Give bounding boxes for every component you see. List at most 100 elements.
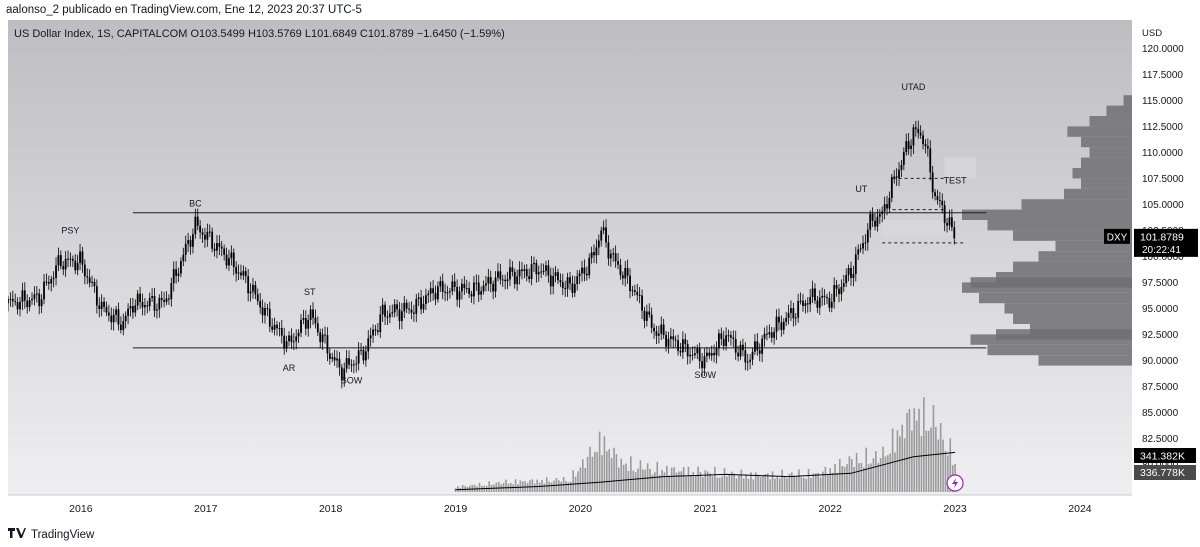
candle-body <box>912 127 915 146</box>
candle-body <box>228 258 230 266</box>
candle-body <box>316 323 319 333</box>
volume-bar <box>838 459 841 492</box>
symbol-tag <box>1104 228 1130 244</box>
footer-brand: TradingView <box>31 529 95 541</box>
volume-bar <box>565 480 567 492</box>
candle-body <box>357 350 360 364</box>
candle-body <box>852 273 855 278</box>
candle-body <box>890 177 893 198</box>
candle-body <box>821 295 824 298</box>
volume-moving-average <box>455 451 956 491</box>
volume-bar <box>841 466 843 492</box>
y-tick-label: 87.5000 <box>1142 382 1179 393</box>
volume-bar <box>783 476 786 492</box>
candle-body <box>110 315 113 323</box>
candle-body <box>312 309 314 318</box>
candle-body <box>429 288 432 294</box>
candle-body <box>497 271 499 278</box>
volume-bar <box>675 472 678 492</box>
candle-body <box>823 295 826 298</box>
candle-body <box>485 283 487 286</box>
candle-body <box>754 341 756 352</box>
volume-bar <box>822 471 824 492</box>
candle-body <box>917 128 920 133</box>
volume-bar <box>651 474 654 492</box>
x-tick-label: 2017 <box>194 503 218 515</box>
volume-bar <box>654 472 656 492</box>
volume-bar <box>711 476 714 492</box>
volume-bar <box>536 479 538 492</box>
candle-body <box>475 282 478 284</box>
candle-body <box>28 300 31 308</box>
volume-bar <box>606 451 608 492</box>
candle-body <box>139 293 141 302</box>
volume-bar <box>570 481 572 492</box>
candle-body <box>648 311 651 315</box>
volume-profile-bar <box>1081 136 1132 148</box>
candle-body <box>232 252 235 268</box>
candle-body <box>571 283 574 293</box>
candle-body <box>95 286 98 306</box>
candle-body <box>727 335 730 337</box>
volume-bar <box>947 455 949 492</box>
candle-body <box>720 333 723 339</box>
candle-body <box>141 301 144 308</box>
volume-profile-bar <box>996 329 1132 340</box>
candle-body <box>403 302 406 312</box>
candle-body <box>645 311 648 321</box>
candle-body <box>590 252 593 258</box>
candle-body <box>533 262 535 265</box>
volume-bar <box>762 476 764 492</box>
candle-body <box>871 213 874 221</box>
candle-body <box>669 336 672 339</box>
volume-profile-bar <box>996 272 1132 283</box>
volume-bar <box>661 469 663 492</box>
volume-bar <box>706 471 709 492</box>
volume-bar <box>471 484 474 492</box>
volume-profile-bar <box>1038 355 1132 366</box>
candle-body <box>718 333 720 349</box>
volume-bar <box>826 474 829 492</box>
wyckoff-label: BC <box>189 198 202 208</box>
volume-bar <box>925 430 928 492</box>
volume-bar <box>935 427 937 492</box>
price-chart[interactable]: PSY BC ST AR SOW SOW UT UTAD TEST 2016 2017 2018 20… <box>7 20 1200 525</box>
candle-body <box>422 303 425 310</box>
candle-body <box>271 326 274 330</box>
candle-body <box>124 315 127 322</box>
candle-body <box>98 305 101 310</box>
candle-body <box>842 283 845 287</box>
candle-body <box>194 216 197 235</box>
candle-body <box>76 263 79 271</box>
candle-body <box>653 327 655 332</box>
volume-bar <box>454 488 457 492</box>
volume-tag <box>1134 448 1196 463</box>
volume-bar <box>778 478 781 492</box>
volume-profile-bar <box>1004 303 1132 314</box>
chart-area[interactable]: PSY BC ST AR SOW SOW UT UTAD TEST 2016 2017 2018 20… <box>7 20 1200 525</box>
candle-body <box>172 269 175 284</box>
x-tick-label: 2018 <box>319 503 343 515</box>
volume-bar <box>668 475 671 492</box>
volume-profile-bar <box>1038 251 1132 262</box>
candle-body <box>240 272 242 276</box>
candle-body <box>360 349 362 351</box>
candle-body <box>878 214 881 217</box>
countdown-label: 20:22:41 <box>1142 245 1181 256</box>
y-tick-label: 97.5000 <box>1142 278 1179 289</box>
candle-body <box>621 275 624 279</box>
candle-body <box>506 279 509 282</box>
volume-bar <box>776 475 779 492</box>
y-tick-label: 90.0000 <box>1142 356 1179 367</box>
candle-body <box>766 333 768 335</box>
candle-body <box>612 253 615 255</box>
volume-bar <box>875 451 877 492</box>
volume-bar <box>473 484 476 492</box>
volume-profile-bar <box>1081 178 1132 189</box>
volume-bar <box>488 481 490 492</box>
volume-bar <box>673 467 675 492</box>
volume-bar <box>690 475 692 492</box>
candle-body <box>540 271 543 273</box>
volume-bar <box>944 450 947 492</box>
candle-body <box>369 335 372 339</box>
